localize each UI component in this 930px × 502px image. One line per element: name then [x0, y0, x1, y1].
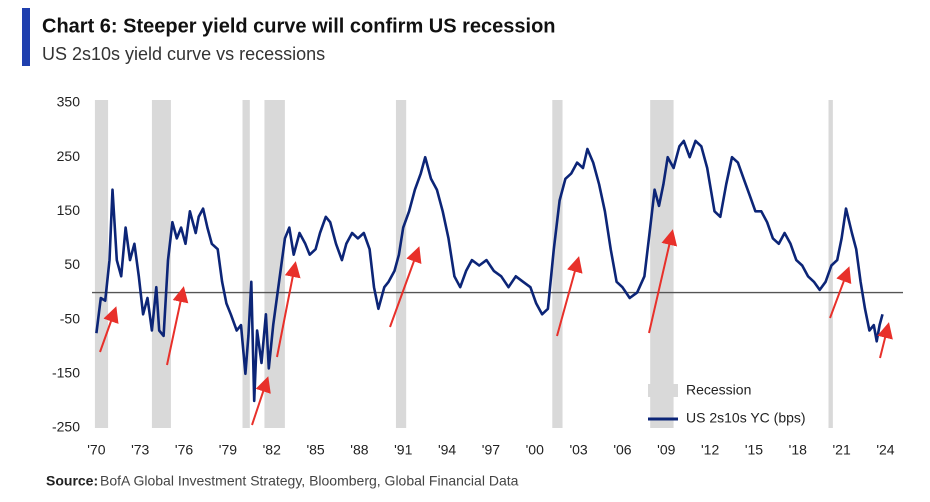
x-tick-label: '21 [833, 442, 851, 458]
x-tick-label: '06 [613, 442, 631, 458]
title-bar [22, 8, 30, 66]
plot-area: 350 250 150 50 -50 -150 -250 '70 '73 '76 '79 '82 '85… [52, 94, 903, 458]
x-tick-label: '24 [876, 442, 894, 458]
recession-band [151, 100, 171, 428]
x-tick-label: '12 [701, 442, 719, 458]
recession-band [94, 100, 109, 428]
recession-band [395, 100, 407, 428]
arrow [877, 322, 893, 359]
y-tick-label: -250 [52, 419, 80, 435]
source-text: BofA Global Investment Strategy, Bloombe… [100, 473, 519, 489]
y-tick-label: 250 [57, 148, 81, 164]
legend-swatch [648, 384, 678, 397]
x-tick-label: '09 [657, 442, 675, 458]
arrow [829, 266, 852, 319]
annotation-arrows [99, 229, 893, 426]
y-tick-label: 350 [57, 94, 81, 110]
x-tick-label: '97 [482, 442, 500, 458]
x-tick-label: '91 [394, 442, 412, 458]
x-tick-label: '73 [131, 442, 149, 458]
x-tick-label: '88 [350, 442, 368, 458]
y-tick-label: 50 [64, 256, 80, 272]
recession-band [552, 100, 563, 428]
legend-label: Recession [686, 382, 751, 398]
chart-title: Chart 6: Steeper yield curve will confir… [42, 15, 556, 37]
chart-subtitle: US 2s10s yield curve vs recessions [42, 44, 325, 64]
x-tick-label: '00 [526, 442, 544, 458]
x-tick-label: '79 [219, 442, 237, 458]
y-tick-label: -50 [60, 310, 80, 326]
source-label: Source: [46, 473, 98, 489]
x-tick-label: '94 [438, 442, 456, 458]
recession-band [650, 100, 674, 428]
y-tick-label: -150 [52, 365, 80, 381]
x-tick-label: '15 [745, 442, 763, 458]
arrow [166, 286, 189, 366]
arrow [276, 261, 301, 358]
arrow [99, 306, 119, 353]
arrow [251, 376, 271, 426]
x-tick-label: '85 [306, 442, 324, 458]
legend-label: US 2s10s YC (bps) [686, 410, 806, 426]
x-tick-label: '03 [569, 442, 587, 458]
series-line [95, 139, 884, 403]
arrow [556, 256, 583, 337]
y-tick-label: 150 [57, 202, 81, 218]
arrow [648, 229, 678, 334]
x-tick-label: '18 [789, 442, 807, 458]
x-tick-label: '70 [87, 442, 105, 458]
x-tick-label: '76 [175, 442, 193, 458]
recession-band [242, 100, 250, 428]
x-tick-label: '82 [263, 442, 281, 458]
recession-band [828, 100, 833, 428]
arrow [389, 246, 422, 328]
